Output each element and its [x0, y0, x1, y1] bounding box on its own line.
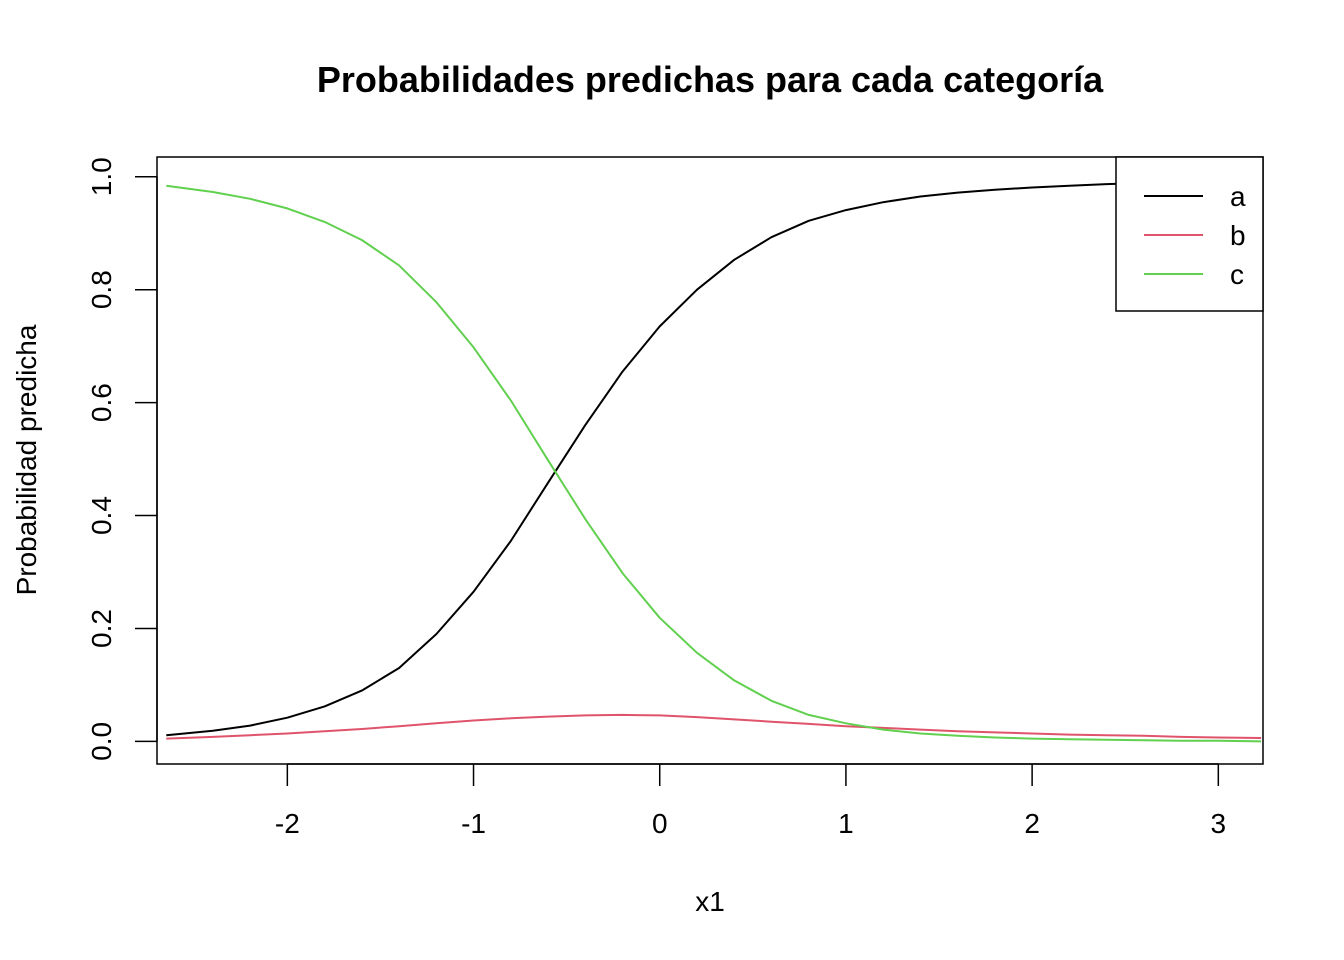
chart-title: Probabilidades predichas para cada categ…: [317, 59, 1104, 100]
series-line-a: [166, 179, 1262, 737]
series-layer: [166, 179, 1262, 743]
legend-label-a: a: [1230, 181, 1246, 212]
x-tick-label: -1: [461, 808, 486, 839]
y-axis: 0.0 0.2 0.4 0.6 0.8 1.0: [86, 157, 158, 761]
x-tick-label: 1: [838, 808, 854, 839]
x-tick-label: 2: [1024, 808, 1040, 839]
series-line-c: [166, 184, 1262, 743]
y-tick-label: 0.0: [86, 722, 117, 761]
plot-frame: [156, 156, 1264, 765]
y-tick-label: 0.4: [86, 496, 117, 535]
y-axis-label: Probabilidad predicha: [11, 324, 42, 595]
series-line-b: [166, 713, 1262, 740]
y-tick-label: 0.8: [86, 270, 117, 309]
y-tick-label: 0.2: [86, 609, 117, 648]
x-tick-label: -2: [275, 808, 300, 839]
x-axis-label: x1: [695, 886, 725, 917]
y-tick-label: 0.6: [86, 383, 117, 422]
x-axis: -2 -1 0 1 2 3: [275, 763, 1227, 839]
x-tick-label: 0: [652, 808, 668, 839]
legend-label-c: c: [1230, 259, 1244, 290]
legend: abc: [1115, 156, 1264, 312]
x-tick-label: 3: [1211, 808, 1227, 839]
legend-label-b: b: [1230, 220, 1246, 251]
y-tick-label: 1.0: [86, 157, 117, 196]
